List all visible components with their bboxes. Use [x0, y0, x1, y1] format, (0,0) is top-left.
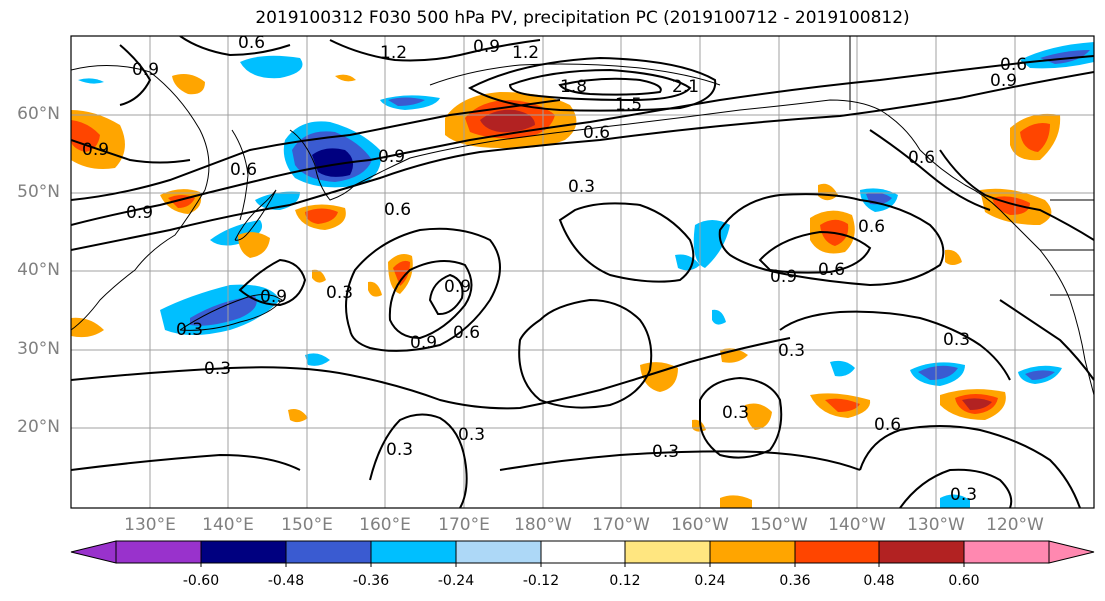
contour-label: 1.2: [380, 43, 407, 63]
colorbar-ticks: [200, 563, 965, 567]
colorbar-tick-label: 0.48: [863, 573, 895, 589]
contour-label: 0.3: [652, 442, 679, 462]
contour-label: 2.1: [672, 77, 699, 97]
colorbar-cell: [455, 540, 542, 564]
pv-contours: [71, 36, 1094, 508]
lat-label: 20°N: [17, 417, 60, 437]
colorbar-cell: [540, 540, 626, 564]
lon-label: 170°E: [438, 515, 490, 535]
lon-label: 160°W: [671, 515, 729, 535]
contour-label: 0.6: [230, 160, 257, 180]
contour-label: 0.6: [858, 217, 885, 237]
map-area: [71, 36, 1094, 508]
lon-label: 130°W: [907, 515, 965, 535]
contour-label: 0.9: [82, 140, 109, 160]
contour-label: 0.6: [453, 323, 480, 343]
colorbar-cell: [794, 540, 880, 564]
lat-label: 60°N: [17, 104, 60, 124]
contour-label: 0.9: [410, 333, 437, 353]
contour-label: 0.6: [583, 123, 610, 143]
contour-label: 0.9: [132, 60, 159, 80]
colorbar-tick-label: 0.12: [609, 573, 641, 589]
colorbar-tick-label: -0.36: [352, 573, 390, 589]
contour-label: 1.5: [615, 95, 642, 115]
contour-label: 1.2: [512, 43, 539, 63]
lat-label: 30°N: [17, 339, 60, 359]
colorbar-tick-label: 0.24: [694, 573, 726, 589]
lon-label: 150°W: [750, 515, 808, 535]
contour-label: 0.6: [908, 148, 935, 168]
lon-label: 170°W: [592, 515, 650, 535]
lon-label: 130°E: [124, 515, 176, 535]
contour-label: 0.9: [260, 287, 287, 307]
contour-label: 0.3: [950, 485, 977, 505]
contour-label: 0.9: [444, 277, 471, 297]
contour-labels: 0.6 1.2 0.9 1.2 1.8 2.1 1.5 0.6 0.9 0.6 …: [82, 33, 1027, 505]
contour-label: 0.9: [126, 203, 153, 223]
contour-label: 0.9: [378, 147, 405, 167]
contour-label: 0.6: [384, 200, 411, 220]
map-title: 2019100312 F030 500 hPa PV, precipitatio…: [255, 8, 910, 28]
contour-label: 0.3: [176, 320, 203, 340]
contour-label: 0.3: [458, 425, 485, 445]
precip-shading: [71, 42, 1094, 508]
contour-label: 0.3: [722, 403, 749, 423]
contour-label: 0.9: [990, 71, 1017, 91]
colorbar: [70, 540, 1095, 564]
lon-label: 180°W: [514, 515, 572, 535]
contour-label: 0.3: [778, 341, 805, 361]
colorbar-cell: [878, 540, 965, 564]
contour-label: 0.6: [238, 33, 265, 53]
contour-label: 0.6: [1000, 55, 1027, 75]
contour-label: 0.3: [326, 283, 353, 303]
contour-label: 0.6: [818, 260, 845, 280]
map-frame: [70, 35, 1095, 509]
contour-label: 0.3: [943, 330, 970, 350]
colorbar-tick-label: -0.24: [437, 573, 475, 589]
colorbar-cell: [200, 540, 287, 564]
colorbar-cell: [70, 540, 117, 564]
contour-label: 0.9: [473, 37, 500, 57]
lon-label: 120°W: [986, 515, 1044, 535]
contour-label: 0.3: [568, 177, 595, 197]
contour-label: 1.8: [560, 77, 587, 97]
colorbar-tick-label: -0.60: [182, 573, 220, 589]
colorbar-cell: [370, 540, 457, 564]
colorbar-cell: [285, 540, 372, 564]
lon-label: 160°E: [359, 515, 411, 535]
contour-label: 0.3: [204, 359, 231, 379]
graticule: [71, 36, 1094, 508]
lat-label: 50°N: [17, 182, 60, 202]
lat-label: 40°N: [17, 260, 60, 280]
colorbar-cell: [1048, 540, 1095, 564]
colorbar-tick-label: -0.48: [267, 573, 305, 589]
contour-label: 0.3: [386, 440, 413, 460]
lon-label: 140°W: [828, 515, 886, 535]
colorbar-cell: [709, 540, 796, 564]
lon-label: 150°E: [281, 515, 333, 535]
colorbar-tick-label: 0.36: [779, 573, 811, 589]
colorbar-cell: [963, 540, 1050, 564]
colorbar-tick-label: 0.60: [948, 573, 980, 589]
colorbar-cell: [624, 540, 711, 564]
colorbar-tick-label: -0.12: [522, 573, 560, 589]
colorbar-cell: [115, 540, 202, 564]
contour-label: 0.9: [770, 267, 797, 287]
contour-label: 0.6: [874, 415, 901, 435]
lon-label: 140°E: [202, 515, 254, 535]
